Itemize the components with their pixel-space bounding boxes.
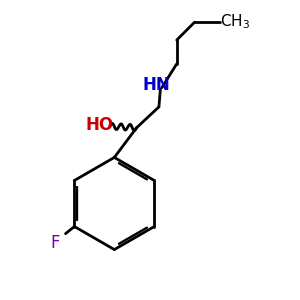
Text: F: F — [50, 234, 60, 252]
Text: CH$_3$: CH$_3$ — [220, 12, 250, 31]
Text: HN: HN — [143, 76, 170, 94]
Text: HO: HO — [85, 116, 113, 134]
